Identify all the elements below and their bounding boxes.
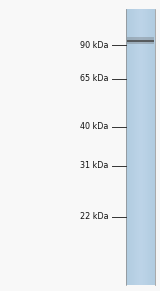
Bar [127,9,128,285]
Bar [139,9,140,285]
Bar [147,9,148,285]
Bar [140,9,141,285]
Bar [147,9,148,285]
Bar [143,9,144,285]
Bar [149,9,150,285]
Bar [146,9,147,285]
Bar [134,9,135,285]
Bar [140,9,141,285]
Bar [144,9,145,285]
Bar [152,9,153,285]
Bar [145,9,146,285]
Bar [154,9,155,285]
Bar [134,9,135,285]
Bar [133,9,134,285]
Bar [148,9,149,285]
Bar [129,9,130,285]
Bar [127,40,154,42]
Bar [126,9,127,285]
Bar [136,9,137,285]
Bar [132,9,133,285]
Bar [137,9,138,285]
Bar [128,9,129,285]
Text: 65 kDa: 65 kDa [80,74,109,83]
Bar [153,9,154,285]
Bar [149,9,150,285]
Bar [153,9,154,285]
Bar [127,37,154,44]
Bar [132,9,133,285]
Bar [135,9,136,285]
Bar [139,9,140,285]
Bar [151,9,152,285]
Bar [131,9,132,285]
Bar [142,9,143,285]
Bar [138,9,139,285]
Bar [144,9,145,285]
Bar [130,9,131,285]
Bar [143,9,144,285]
Bar [135,9,136,285]
Bar [145,9,146,285]
Text: 40 kDa: 40 kDa [80,122,109,131]
Text: 31 kDa: 31 kDa [80,162,109,170]
Text: 22 kDa: 22 kDa [80,212,109,221]
Text: 90 kDa: 90 kDa [80,41,109,49]
Bar [136,9,137,285]
Bar [141,9,142,285]
Bar [130,9,131,285]
Bar [150,9,151,285]
